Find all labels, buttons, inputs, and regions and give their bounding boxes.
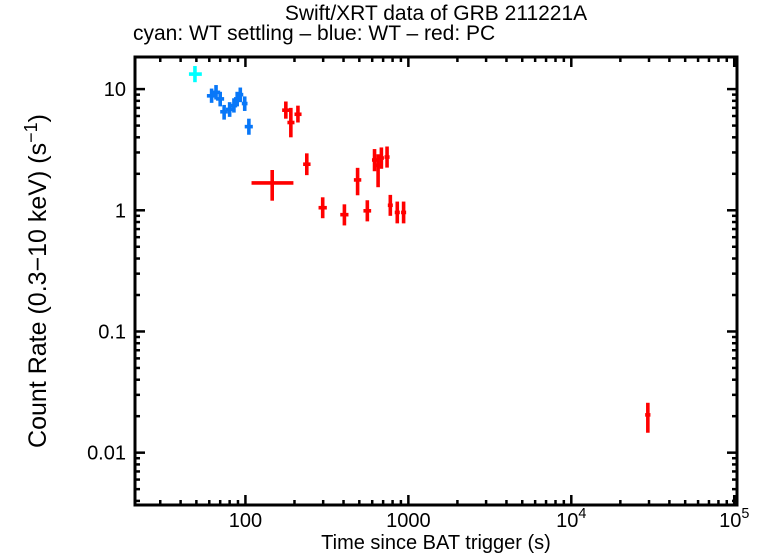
chart-title: Swift/XRT data of GRB 211221A: [284, 2, 588, 25]
y-tick-label: 0.01: [87, 443, 126, 465]
y-tick-label: 10: [104, 79, 126, 101]
x-tick-label: 105: [719, 506, 749, 532]
series-wt-settling: [188, 66, 202, 83]
y-tick-label: 1: [115, 200, 126, 222]
series-pc: [251, 101, 651, 433]
y-axis-label: Count Rate (0.3−10 keV) (s−1): [21, 114, 52, 448]
x-axis-label: Time since BAT trigger (s): [321, 532, 551, 554]
series-wt: [206, 85, 253, 135]
axis-ticks: [135, 57, 737, 505]
y-tick-label: 0.1: [98, 321, 126, 343]
x-tick-label: 100: [229, 510, 262, 532]
x-tick-label: 104: [556, 506, 586, 532]
x-tick-label: 1000: [386, 510, 431, 532]
plot-frame: [133, 55, 739, 507]
chart-legend-subtitle: cyan: WT settling – blue: WT – red: PC: [133, 22, 496, 45]
